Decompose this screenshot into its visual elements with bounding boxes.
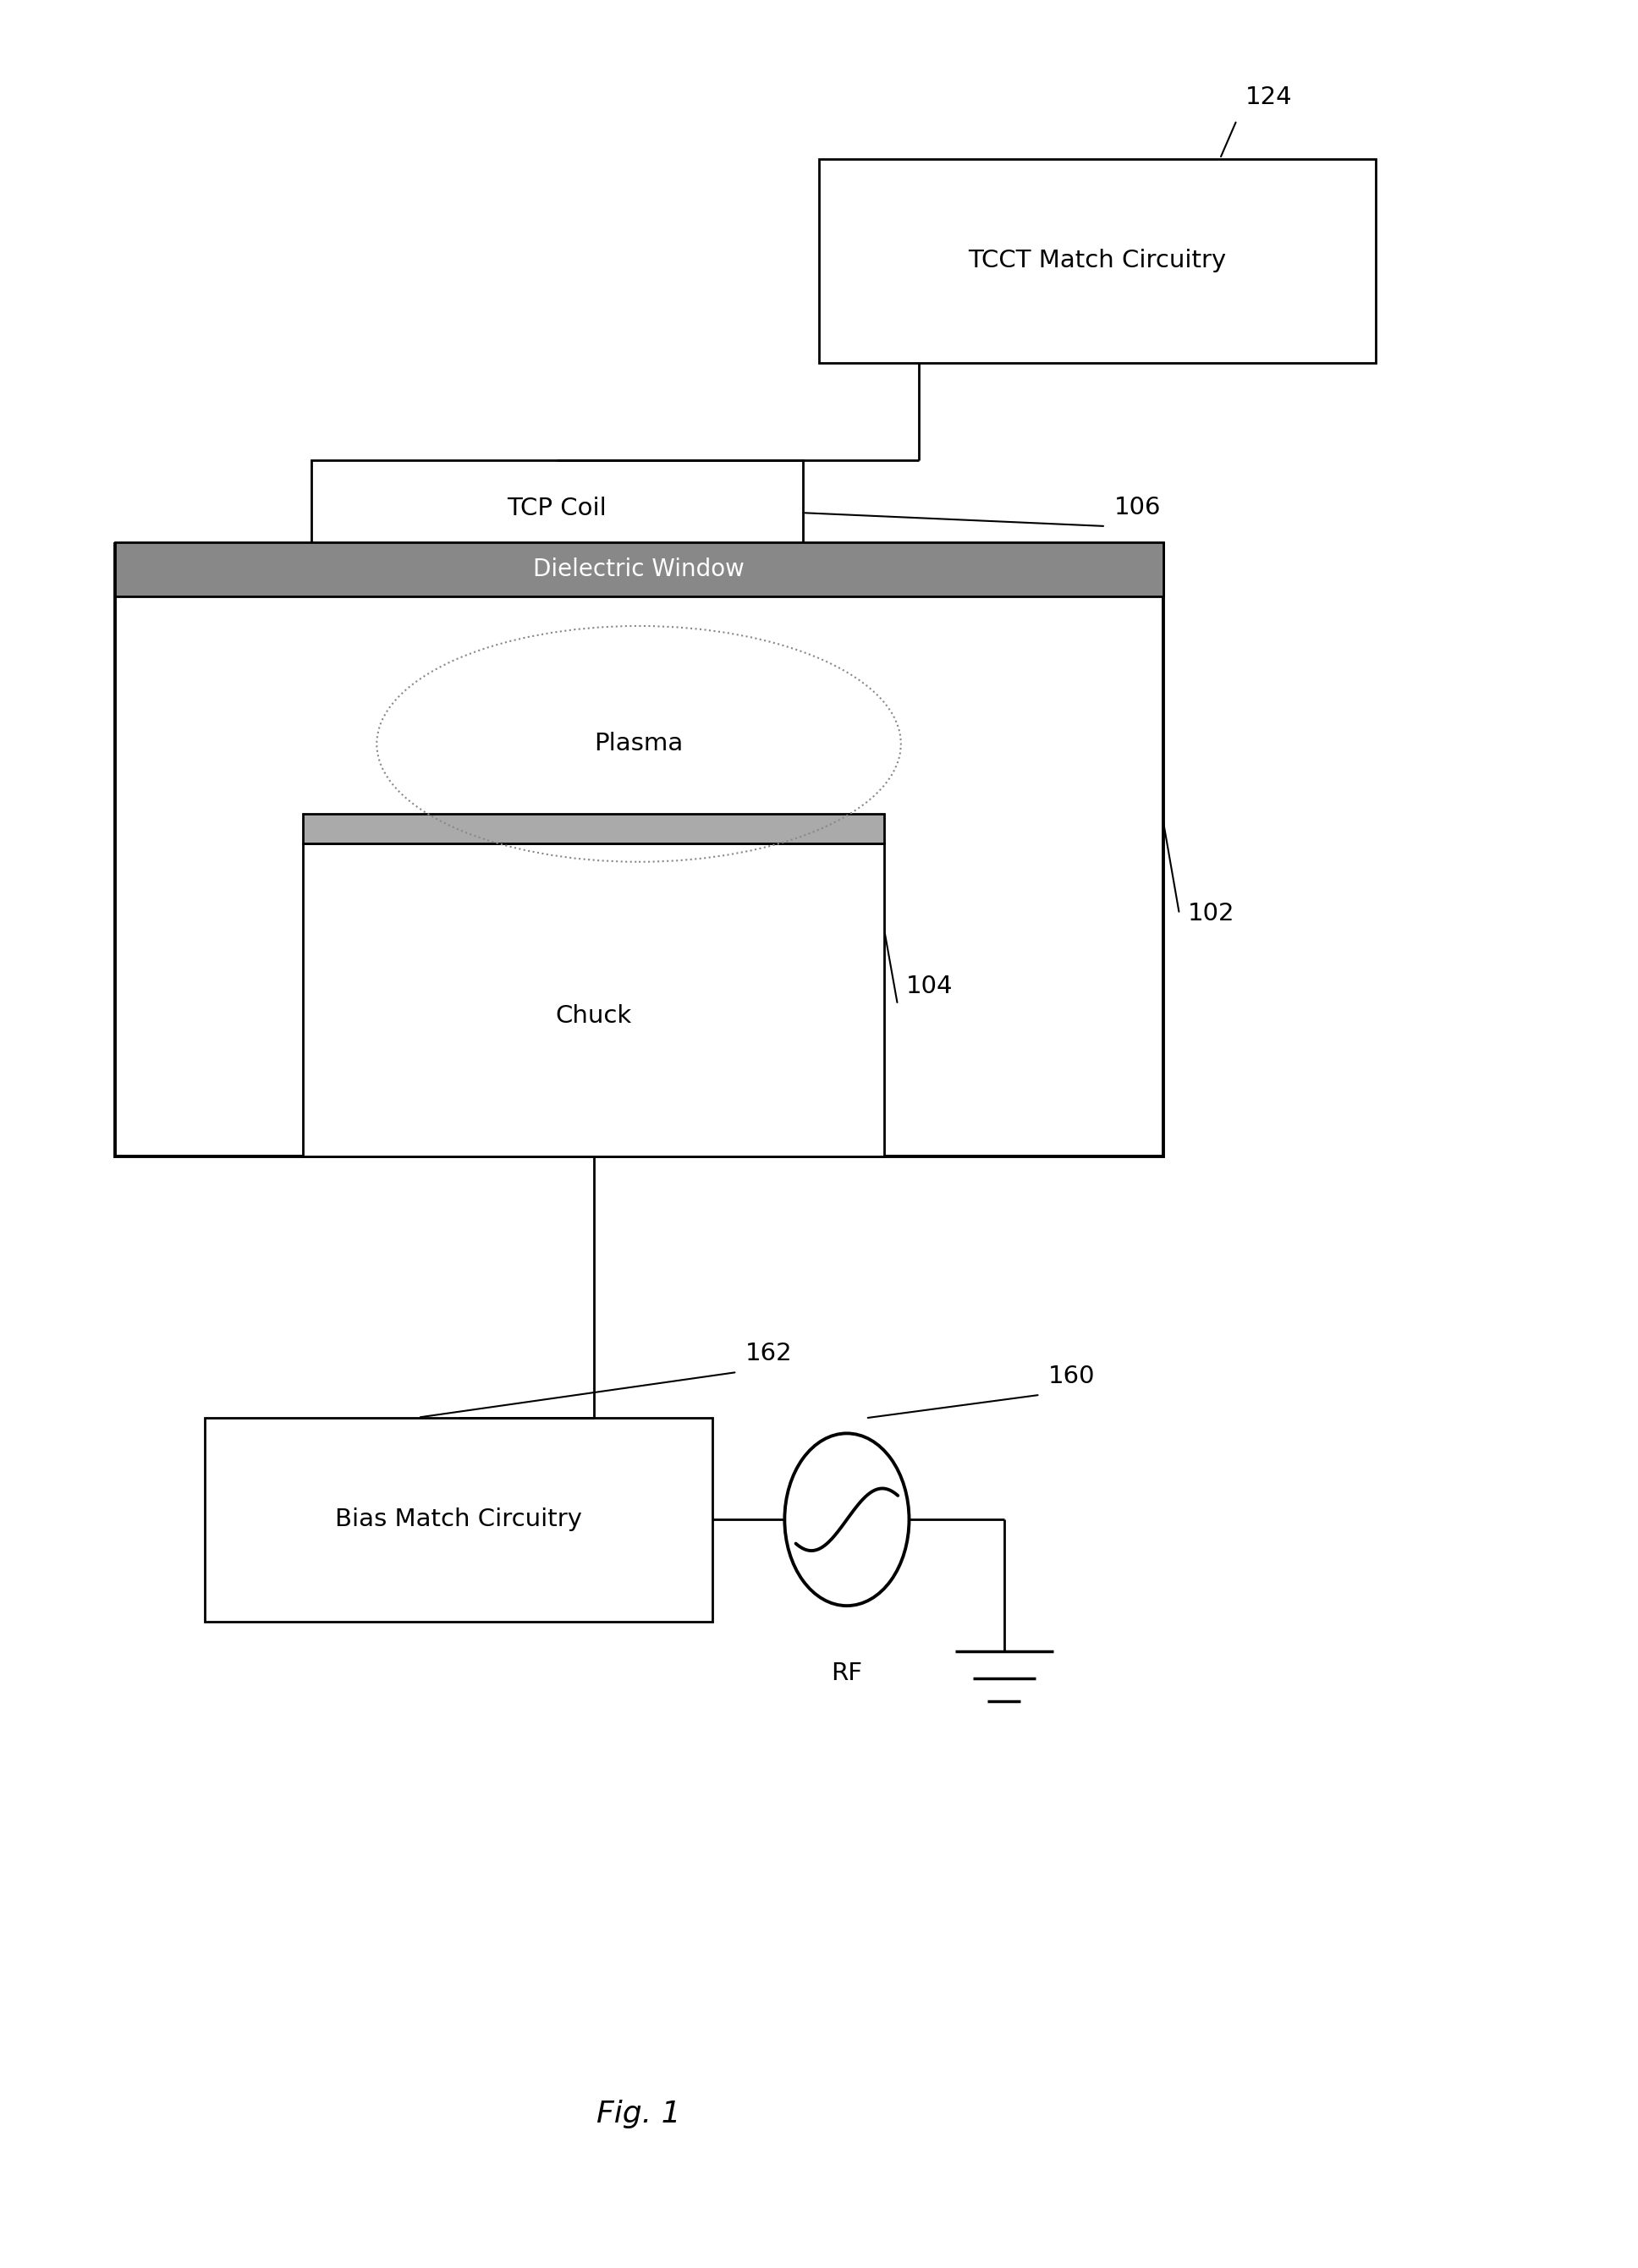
Bar <box>205 1418 713 1622</box>
Text: RF: RF <box>830 1662 863 1685</box>
Text: 162: 162 <box>745 1343 793 1365</box>
Bar <box>115 542 1163 596</box>
Text: 124: 124 <box>1245 86 1292 109</box>
Bar <box>115 544 1163 1157</box>
Text: Plasma: Plasma <box>595 733 683 755</box>
Text: Chuck: Chuck <box>555 1005 632 1027</box>
Text: TCCT Match Circuitry: TCCT Match Circuitry <box>968 249 1227 272</box>
Bar <box>819 159 1376 363</box>
Text: Bias Match Circuitry: Bias Match Circuitry <box>336 1508 581 1531</box>
Text: 160: 160 <box>1048 1365 1096 1388</box>
Bar <box>303 814 885 844</box>
Bar <box>311 460 803 556</box>
Text: 106: 106 <box>1114 497 1161 519</box>
Text: Fig. 1: Fig. 1 <box>596 2100 681 2127</box>
Circle shape <box>785 1433 909 1606</box>
Text: TCP Coil: TCP Coil <box>508 497 606 519</box>
Text: Dielectric Window: Dielectric Window <box>532 558 745 581</box>
Bar <box>303 844 885 1157</box>
Text: 104: 104 <box>906 975 953 998</box>
Text: 102: 102 <box>1188 903 1235 925</box>
